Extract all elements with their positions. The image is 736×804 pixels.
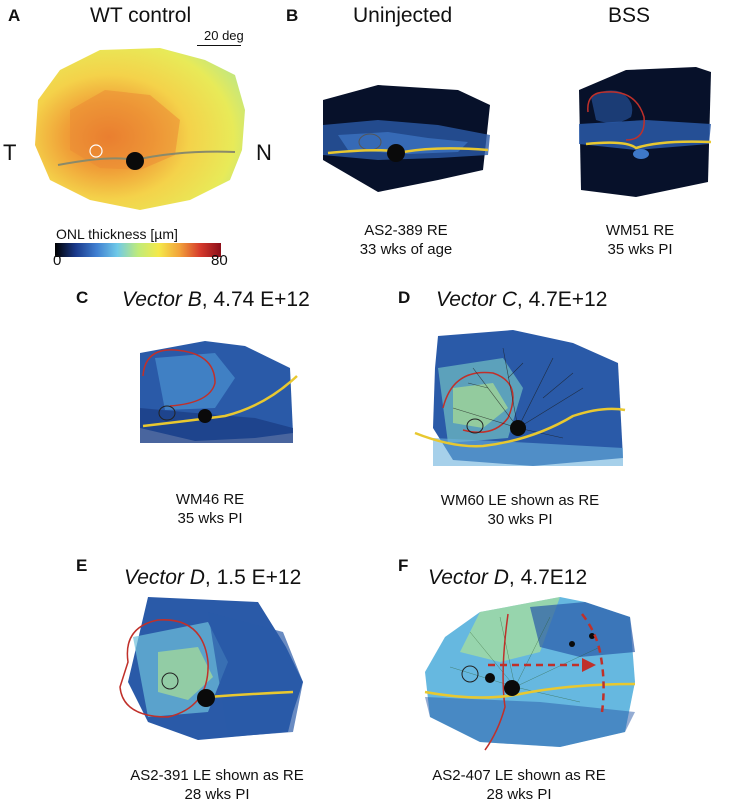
vector-d-high-caption-age: 28 wks PI	[486, 786, 552, 803]
panel-f-vector: Vector D	[428, 566, 509, 589]
colorbar-min: 0	[53, 252, 62, 269]
vector-d-high-map	[424, 597, 636, 751]
uninjected-map	[323, 85, 490, 192]
panel-b-title-bss: BSS	[608, 4, 651, 27]
temporal-label: T	[3, 140, 17, 165]
panel-f-title: Vector D, 4.7E12	[428, 566, 587, 590]
vector-b-caption-age: 35 wks PI	[177, 510, 243, 527]
panel-c-title: Vector B, 4.74 E+12	[122, 288, 310, 312]
panel-d-dose: , 4.7E+12	[516, 288, 608, 311]
bss-caption-age: 35 wks PI	[607, 241, 673, 258]
arrow-head-icon	[582, 658, 596, 672]
colorbar	[55, 243, 221, 257]
vector-d-low-map	[119, 597, 303, 740]
panel-label-e: E	[76, 556, 88, 575]
panel-c-vector: Vector B	[122, 288, 202, 311]
panel-f-dose: , 4.7E12	[508, 566, 588, 589]
vector-b-map	[140, 341, 298, 443]
uninjected-caption-id: AS2-389 RE	[364, 222, 448, 239]
panel-label-c: C	[76, 288, 89, 307]
vector-d-high-caption-id: AS2-407 LE shown as RE	[432, 767, 606, 784]
vector-b-caption-id: WM46 RE	[175, 491, 245, 508]
colorbar-title: ONL thickness [µm]	[56, 226, 178, 242]
panel-d-title: Vector C, 4.7E+12	[436, 288, 607, 312]
panel-e-vector: Vector D	[124, 566, 205, 589]
vector-c-caption: WM60 LE shown as RE 30 wks PI	[430, 491, 610, 529]
panel-label-f: F	[398, 556, 409, 575]
panel-label-d: D	[398, 288, 411, 307]
vector-d-low-caption: AS2-391 LE shown as RE 28 wks PI	[122, 766, 312, 804]
scalebar-line	[197, 45, 241, 46]
vector-c-caption-id: WM60 LE shown as RE	[440, 492, 600, 509]
fovea-marker	[89, 144, 103, 158]
expansion-border	[581, 613, 605, 713]
wt-thickness-map	[35, 48, 245, 210]
vector-b-caption: WM46 RE 35 wks PI	[150, 490, 270, 528]
uninjected-caption-age: 33 wks of age	[359, 241, 453, 258]
panel-c-dose: , 4.74 E+12	[201, 288, 310, 311]
bss-map	[579, 67, 712, 197]
nasal-label: N	[256, 140, 272, 165]
vector-c-caption-age: 30 wks PI	[487, 511, 553, 528]
bss-caption: WM51 RE 35 wks PI	[580, 221, 700, 259]
vector-d-low-caption-age: 28 wks PI	[184, 786, 250, 803]
panel-label-a: A	[8, 6, 21, 25]
optic-disc	[126, 152, 144, 170]
panel-d-vector: Vector C	[436, 288, 517, 311]
panel-b-title-uninjected: Uninjected	[353, 4, 453, 27]
colorbar-max: 80	[211, 252, 228, 269]
uninjected-caption: AS2-389 RE 33 wks of age	[336, 221, 476, 259]
scalebar-label: 20 deg	[204, 28, 244, 43]
vector-d-low-caption-id: AS2-391 LE shown as RE	[130, 767, 304, 784]
bss-caption-id: WM51 RE	[605, 222, 675, 239]
vector-d-high-caption: AS2-407 LE shown as RE 28 wks PI	[424, 766, 614, 804]
vector-c-map	[414, 330, 626, 466]
panel-e-title: Vector D, 1.5 E+12	[124, 566, 301, 590]
panel-label-b: B	[286, 6, 299, 25]
panel-a-title: WT control	[90, 4, 192, 27]
panel-e-dose: , 1.5 E+12	[204, 566, 302, 589]
